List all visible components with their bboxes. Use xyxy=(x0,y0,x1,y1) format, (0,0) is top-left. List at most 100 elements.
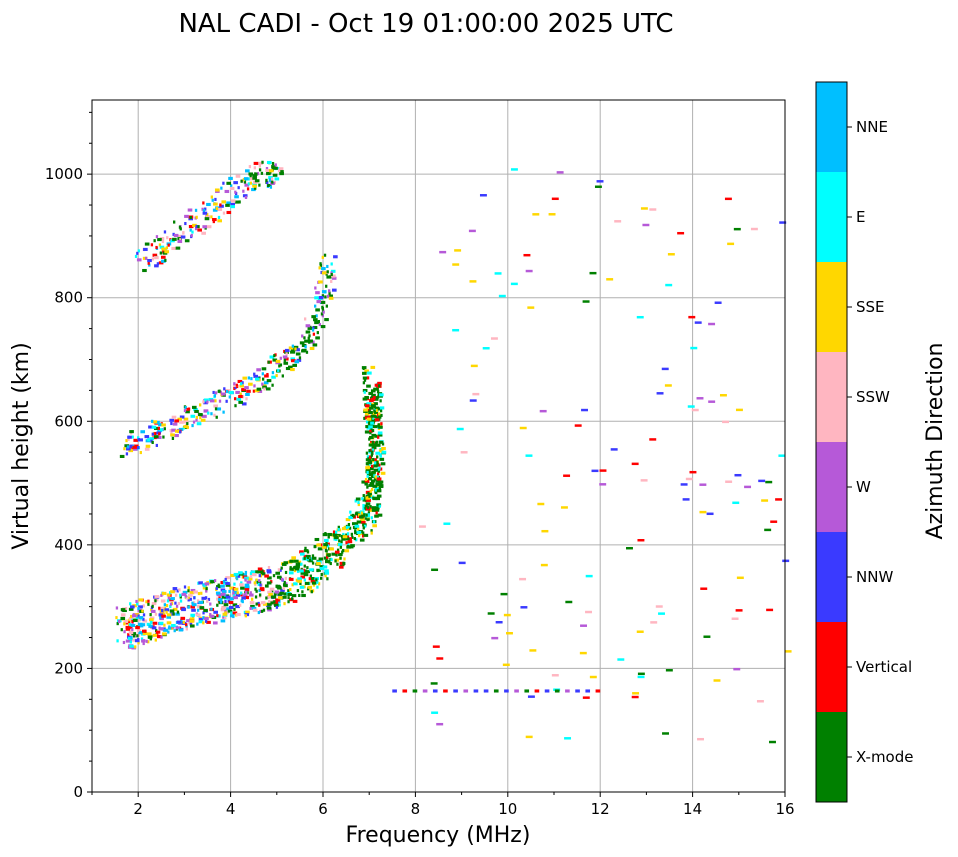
echo-point xyxy=(128,630,134,635)
echo-point xyxy=(255,578,258,582)
echo-point xyxy=(120,613,126,617)
echo-point xyxy=(225,607,230,611)
echo-point xyxy=(287,589,290,593)
echo-point xyxy=(142,617,145,621)
echo-point xyxy=(142,613,146,617)
echo-point xyxy=(191,230,194,234)
echo-point xyxy=(226,181,232,185)
echo-point xyxy=(331,288,337,292)
echo-point xyxy=(210,195,213,199)
echo-point xyxy=(308,558,312,562)
echo-point xyxy=(163,623,166,627)
echo-point xyxy=(198,617,204,621)
echo-point xyxy=(330,279,333,283)
echo-point xyxy=(212,208,218,212)
echo-point xyxy=(115,606,119,610)
echo-point xyxy=(312,332,316,336)
echo-point xyxy=(582,300,590,303)
echo-point xyxy=(187,407,191,411)
echo-point xyxy=(244,576,249,580)
colorbar-tick-label: Vertical xyxy=(856,658,912,676)
echo-point xyxy=(324,295,327,299)
echo-point xyxy=(318,266,321,270)
echo-point xyxy=(614,220,622,223)
echo-point xyxy=(293,345,299,349)
echo-point xyxy=(490,337,498,340)
echo-point xyxy=(270,177,274,181)
echo-point xyxy=(373,387,378,391)
echo-point xyxy=(316,543,321,547)
echo-point xyxy=(303,556,306,560)
echo-point xyxy=(164,250,169,254)
echo-point xyxy=(158,432,161,436)
echo-point xyxy=(201,207,204,211)
echo-point xyxy=(190,613,195,617)
echo-point xyxy=(179,227,182,231)
echo-point xyxy=(158,261,164,265)
echo-point xyxy=(192,420,196,424)
echo-point xyxy=(360,511,364,515)
echo-point xyxy=(178,588,181,592)
echo-point xyxy=(367,492,372,496)
echo-point xyxy=(222,615,225,619)
echo-point xyxy=(246,187,250,191)
echo-point xyxy=(254,587,257,591)
echo-point xyxy=(377,431,383,435)
echo-point xyxy=(223,387,226,391)
echo-point xyxy=(261,160,264,164)
echo-point xyxy=(378,484,384,489)
echo-point xyxy=(560,506,568,509)
echo-point xyxy=(306,550,310,554)
echo-point xyxy=(290,350,295,354)
echo-point xyxy=(324,531,327,536)
echo-point xyxy=(240,382,243,386)
echo-point xyxy=(124,444,130,448)
echo-point xyxy=(133,438,139,442)
echo-point xyxy=(245,610,250,614)
echo-point xyxy=(264,574,269,578)
echo-point xyxy=(238,571,243,575)
echo-point xyxy=(317,582,321,586)
echo-point xyxy=(473,689,479,693)
echo-point xyxy=(132,634,136,638)
echo-point xyxy=(303,317,307,321)
echo-point xyxy=(179,415,185,419)
echo-point xyxy=(245,592,248,596)
echo-point xyxy=(346,545,350,549)
echo-point xyxy=(372,496,377,500)
echo-point xyxy=(551,674,559,677)
echo-point xyxy=(253,384,256,388)
echo-point xyxy=(369,489,372,493)
echo-point xyxy=(199,403,202,407)
echo-point xyxy=(154,599,157,603)
echo-point xyxy=(311,581,317,585)
echo-point xyxy=(301,343,307,348)
echo-point xyxy=(311,315,316,319)
echo-point xyxy=(735,609,743,612)
echo-point xyxy=(734,473,742,477)
echo-point xyxy=(735,408,743,412)
echo-point xyxy=(365,482,368,486)
echo-point xyxy=(327,542,330,546)
echo-point xyxy=(269,179,272,183)
echo-point xyxy=(262,608,266,612)
echo-point xyxy=(368,391,373,396)
echo-point xyxy=(357,534,361,538)
echo-point xyxy=(271,180,274,184)
echo-point xyxy=(288,571,294,575)
echo-point xyxy=(371,450,374,454)
colorbar-segment xyxy=(816,172,847,262)
echo-point xyxy=(174,593,178,597)
echo-point xyxy=(367,465,370,469)
echo-point xyxy=(214,197,217,201)
echo-point xyxy=(154,638,157,642)
echo-point xyxy=(184,406,187,410)
echo-point xyxy=(326,577,329,581)
echo-point xyxy=(186,407,189,411)
echo-point xyxy=(150,243,154,247)
echo-point xyxy=(379,454,382,458)
echo-point xyxy=(243,593,246,597)
echo-point xyxy=(232,590,238,594)
echo-point xyxy=(241,600,244,604)
echo-point xyxy=(250,570,256,574)
